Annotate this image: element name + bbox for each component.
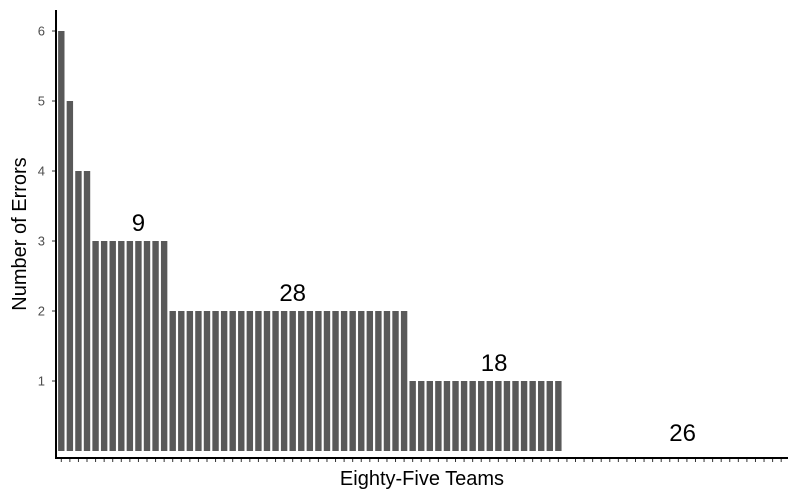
bar-team-46: [443, 381, 451, 451]
bar-team-30: [306, 311, 314, 451]
bar-team-17: [195, 311, 202, 451]
group-count-label-1: 9: [132, 210, 145, 237]
y-ticks-group: 1 2 3 4 5 6: [38, 24, 56, 389]
bar-team-12: [152, 241, 159, 451]
bar-team-11: [143, 241, 151, 451]
bar-team-14: [169, 311, 176, 451]
bar-team-8: [118, 241, 125, 451]
bar-team-29: [298, 311, 305, 451]
bar-team-31: [315, 311, 322, 451]
bar-team-58: [546, 381, 553, 451]
bar-team-21: [229, 311, 236, 451]
bar-team-49: [469, 381, 476, 451]
bar-team-32: [323, 311, 331, 451]
bar-team-2: [66, 101, 74, 451]
y-tick-label-3: 3: [38, 234, 45, 249]
bars-group: [58, 31, 562, 451]
bar-team-42: [409, 381, 416, 451]
x-axis-title: Eighty-Five Teams: [340, 468, 504, 490]
bar-team-15: [178, 311, 185, 451]
bar-team-55: [520, 381, 528, 451]
y-tick-label-1: 1: [38, 374, 45, 389]
bar-team-48: [460, 381, 468, 451]
bar-team-7: [109, 241, 116, 451]
bar-team-25: [263, 311, 271, 451]
bar-team-33: [332, 311, 339, 451]
y-tick-label-4: 4: [38, 164, 45, 179]
group-count-label-2: 28: [279, 280, 306, 307]
bar-team-50: [478, 381, 485, 451]
bar-team-38: [375, 311, 382, 451]
bar-team-45: [435, 381, 442, 451]
bar-team-6: [100, 241, 108, 451]
bar-team-39: [383, 311, 391, 451]
bar-team-9: [126, 241, 134, 451]
y-axis-title: Number of Errors: [9, 157, 31, 310]
bar-team-57: [538, 381, 545, 451]
y-tick-label-5: 5: [38, 94, 45, 109]
bar-team-36: [358, 311, 365, 451]
bar-team-37: [366, 311, 374, 451]
bar-team-22: [238, 311, 245, 451]
bar-team-44: [426, 381, 434, 451]
bar-team-34: [340, 311, 348, 451]
bar-team-10: [135, 241, 142, 451]
bar-team-19: [212, 311, 219, 451]
group-count-label-3: 18: [481, 350, 508, 377]
bar-team-56: [529, 381, 536, 451]
bar-team-4: [83, 171, 91, 451]
bar-team-41: [400, 311, 408, 451]
bar-team-54: [512, 381, 519, 451]
bar-team-24: [255, 311, 262, 451]
bar-team-23: [246, 311, 254, 451]
bar-team-27: [280, 311, 288, 451]
annotations-group: 9 28 18 26: [132, 210, 696, 447]
bar-team-18: [203, 311, 211, 451]
bar-team-43: [418, 381, 425, 451]
bar-team-52: [495, 381, 502, 451]
bar-team-51: [486, 381, 493, 451]
bar-team-13: [160, 241, 168, 451]
y-tick-label-2: 2: [38, 304, 45, 319]
bar-team-5: [92, 241, 99, 451]
bar-team-26: [272, 311, 279, 451]
bar-team-3: [75, 171, 82, 451]
bar-team-16: [186, 311, 194, 451]
bar-team-28: [289, 311, 296, 451]
group-count-label-4: 26: [669, 420, 696, 447]
bar-team-59: [555, 381, 562, 451]
bar-team-1: [58, 31, 65, 451]
bar-team-20: [220, 311, 228, 451]
bar-team-40: [392, 311, 399, 451]
y-tick-label-6: 6: [38, 24, 45, 39]
bar-team-47: [452, 381, 459, 451]
bar-team-35: [349, 311, 356, 451]
bar-team-53: [503, 381, 511, 451]
